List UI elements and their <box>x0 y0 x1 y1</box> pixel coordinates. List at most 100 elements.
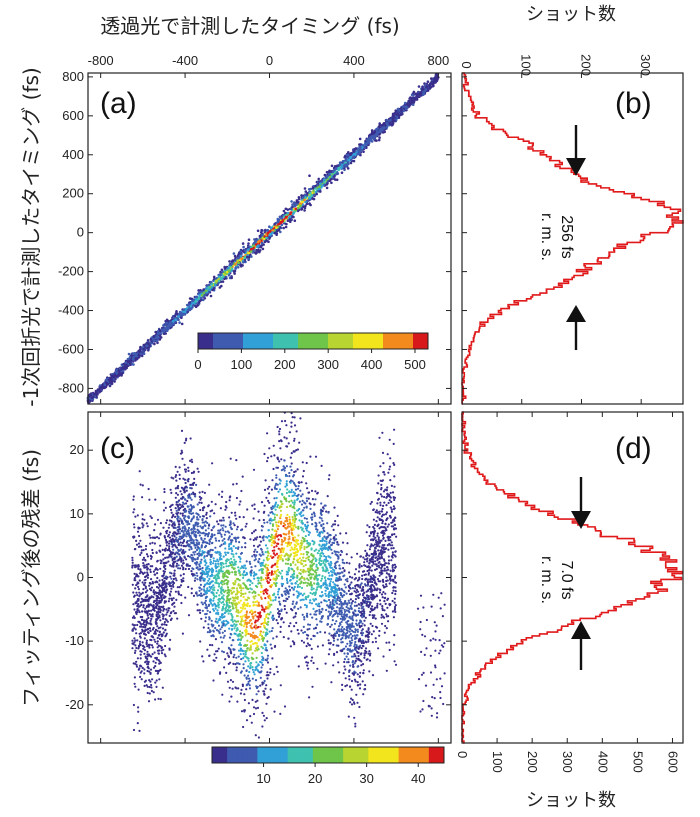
scatter-point-c <box>217 532 220 535</box>
scatter-point-c <box>269 688 272 691</box>
scatter-point-a <box>174 312 178 315</box>
scatter-point-c <box>230 644 233 647</box>
scatter-point-c <box>201 490 204 493</box>
scatter-point-c <box>317 549 320 552</box>
scatter-point-c <box>384 527 387 530</box>
scatter-point-c <box>279 630 282 634</box>
scatter-point-a <box>128 356 132 359</box>
scatter-point-c <box>266 460 269 463</box>
scatter-point-c <box>234 514 237 517</box>
scatter-point-a <box>357 152 361 156</box>
scatter-point-c <box>228 547 231 551</box>
scatter-point-a <box>177 315 180 318</box>
scatter-point-c <box>137 668 140 671</box>
scatter-point-c <box>141 615 144 619</box>
scatter-point-c <box>287 566 290 570</box>
scatter-point-c <box>292 616 295 619</box>
scatter-point-c <box>211 462 214 465</box>
scatter-point-c <box>263 610 266 613</box>
scatter-point-c <box>349 664 352 667</box>
scatter-point-c <box>390 547 393 550</box>
scatter-point-c <box>260 579 263 582</box>
scatter-point-a <box>253 240 257 243</box>
scatter-point-c <box>307 558 310 561</box>
scatter-point-c <box>277 490 280 493</box>
colorbar-a-segment <box>303 333 309 349</box>
scatter-point-c <box>325 608 328 612</box>
colorbar-a-segment <box>308 333 314 349</box>
scatter-point-c <box>294 526 298 529</box>
scatter-point-c <box>150 617 153 621</box>
scatter-point-c <box>155 551 158 554</box>
scatter-point-c <box>310 602 314 605</box>
scatter-point-a <box>228 260 231 263</box>
scatter-point-c <box>142 562 145 565</box>
scatter-point-a <box>153 342 156 346</box>
scatter-point-a <box>146 339 150 342</box>
scatter-point-a <box>301 196 305 199</box>
scatter-point-c <box>356 681 359 684</box>
scatter-point-c <box>285 611 288 614</box>
scatter-point-a <box>103 386 107 389</box>
scatter-point-c <box>176 586 179 589</box>
scatter-point-c <box>197 552 200 555</box>
scatter-point-c <box>218 594 221 597</box>
scatter-point-a <box>309 195 312 198</box>
scatter-point-a <box>204 289 208 293</box>
scatter-point-c <box>336 584 339 587</box>
scatter-point-c <box>350 697 353 700</box>
scatter-point-c <box>343 608 346 611</box>
scatter-point-c <box>250 622 253 625</box>
scatter-point-a <box>276 219 280 223</box>
scatter-point-a <box>358 143 361 146</box>
scatter-point-a <box>325 183 329 186</box>
scatter-point-a <box>266 228 270 232</box>
scatter-point-c <box>293 503 296 506</box>
scatter-point-c <box>212 562 215 565</box>
scatter-point-c <box>298 507 301 511</box>
scatter-point-c <box>217 601 220 604</box>
scatter-point-a <box>408 103 412 106</box>
scatter-point-a <box>374 133 378 136</box>
scatter-point-c <box>356 579 359 582</box>
scatter-point-c <box>223 666 226 669</box>
scatter-point-c <box>252 601 255 604</box>
scatter-point-c <box>274 508 277 511</box>
scatter-point-a <box>178 310 182 314</box>
scatter-point-c <box>133 682 136 685</box>
scatter-point-c <box>275 619 278 622</box>
scatter-point-a <box>215 277 218 280</box>
scatter-point-c <box>170 577 173 580</box>
scatter-point-c <box>235 610 238 613</box>
scatter-point-c <box>230 628 234 631</box>
scatter-point-a <box>230 262 234 266</box>
scatter-point-c <box>359 671 362 674</box>
scatter-point-c <box>187 480 190 483</box>
scatter-point-c <box>264 479 267 482</box>
scatter-point-a <box>240 263 243 267</box>
scatter-point-a <box>325 186 329 190</box>
scatter-point-c <box>232 639 235 642</box>
scatter-point-a <box>223 267 227 270</box>
scatter-point-c <box>296 468 299 471</box>
scatter-point-c <box>276 608 279 611</box>
scatter-point-a <box>294 207 298 210</box>
scatter-point-a <box>244 249 247 252</box>
scatter-point-c <box>204 564 207 567</box>
colorbar-a-segment <box>398 333 404 349</box>
scatter-point-c <box>207 626 210 630</box>
scatter-point-a <box>345 164 349 167</box>
scatter-point-c <box>293 437 296 440</box>
scatter-point-c <box>228 601 231 604</box>
colorbar-a-segment <box>223 333 229 349</box>
scatter-point-c <box>379 549 382 552</box>
scatter-point-c <box>235 666 238 669</box>
scatter-point-c <box>266 654 270 657</box>
scatter-point-c <box>389 569 392 572</box>
scatter-point-c <box>304 535 307 538</box>
scatter-point-a <box>285 222 288 226</box>
scatter-point-c <box>227 580 230 583</box>
scatter-point-a <box>275 226 278 229</box>
scatter-point-c <box>255 604 258 607</box>
